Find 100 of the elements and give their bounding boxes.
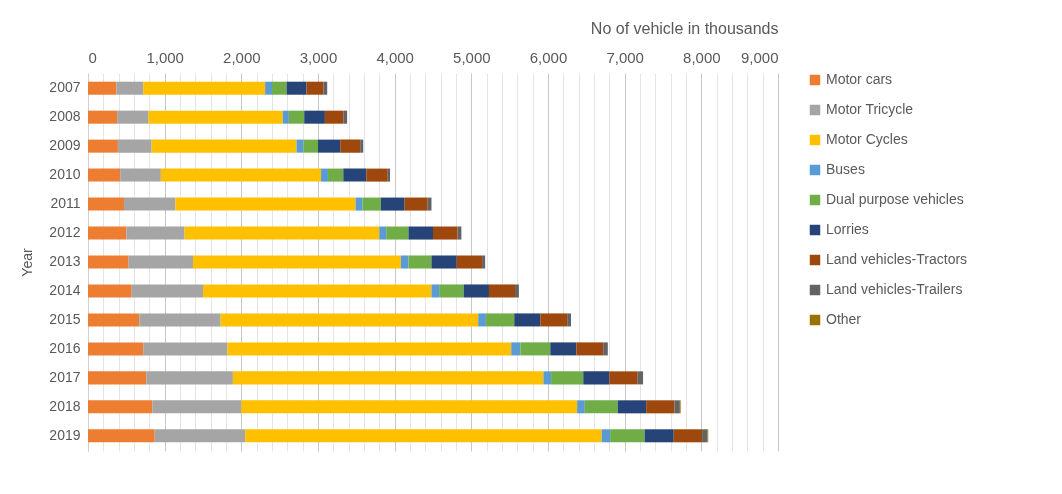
bar <box>576 342 604 356</box>
x-tick-label: 4,000 <box>376 48 414 66</box>
bar <box>303 139 318 153</box>
x-tick-label: 8,000 <box>683 48 721 66</box>
legend-label: Motor cars <box>826 71 893 87</box>
bar <box>567 313 571 327</box>
bar <box>88 255 129 269</box>
bar <box>203 284 432 298</box>
bar <box>601 429 611 443</box>
legend-label: Other <box>826 311 862 327</box>
bar <box>610 429 645 443</box>
bar <box>431 284 440 298</box>
bar <box>327 168 344 182</box>
bar <box>439 284 464 298</box>
bar <box>584 400 618 414</box>
bar <box>702 429 708 443</box>
bar <box>463 284 489 298</box>
bar <box>175 197 356 211</box>
bar <box>485 313 515 327</box>
bar <box>431 255 457 269</box>
bar <box>139 313 221 327</box>
bar <box>408 255 432 269</box>
bar <box>324 110 344 124</box>
bar <box>543 371 552 385</box>
legend-label: Buses <box>826 161 865 177</box>
y-tick-label: 2019 <box>49 426 81 443</box>
bar <box>511 342 521 356</box>
bar <box>456 255 483 269</box>
bar <box>603 342 608 356</box>
bar <box>644 429 674 443</box>
bar <box>386 226 409 240</box>
bar <box>241 400 578 414</box>
bar <box>318 139 341 153</box>
bar <box>282 110 289 124</box>
x-tick-label: 1,000 <box>146 48 184 66</box>
bar <box>160 168 322 182</box>
bar <box>265 81 272 95</box>
bar <box>88 284 132 298</box>
bar <box>379 226 387 240</box>
bar <box>124 197 176 211</box>
x-tick-label: 3,000 <box>299 48 338 66</box>
bar <box>143 81 266 95</box>
bar <box>128 255 194 269</box>
bar <box>151 139 297 153</box>
y-tick-label: 2016 <box>49 339 81 356</box>
bar <box>117 110 149 124</box>
legend-label: Land vehicles-Tractors <box>826 251 968 267</box>
y-tick-label: 2018 <box>49 397 81 414</box>
bar <box>146 371 233 385</box>
bar <box>88 371 147 385</box>
y-axis-title: Year <box>19 248 36 277</box>
bar <box>360 139 364 153</box>
bar <box>152 400 242 414</box>
y-tick-label: 2015 <box>49 310 81 327</box>
x-tick-label: 2,000 <box>223 48 261 66</box>
legend-label: Motor Cycles <box>826 131 908 147</box>
bar <box>673 429 703 443</box>
bar <box>488 284 516 298</box>
legend-label: Land vehicles-Trailers <box>826 281 963 297</box>
bar <box>551 371 584 385</box>
bar <box>227 342 512 356</box>
bar <box>193 255 401 269</box>
y-tick-label: 2011 <box>50 195 81 212</box>
bar <box>343 110 348 124</box>
bar <box>515 284 519 298</box>
y-tick-label: 2012 <box>49 224 81 241</box>
y-tick-label: 2017 <box>49 368 81 385</box>
bar <box>609 371 638 385</box>
bar <box>88 197 125 211</box>
bar <box>232 371 544 385</box>
bar <box>143 342 228 356</box>
y-tick-label: 2013 <box>49 253 81 269</box>
bar <box>478 313 486 327</box>
bar <box>362 197 381 211</box>
bar <box>286 81 307 95</box>
bar <box>583 371 610 385</box>
bar <box>88 342 144 356</box>
bar <box>674 400 680 414</box>
bar <box>577 400 585 414</box>
bar <box>88 400 153 414</box>
bar <box>88 226 127 240</box>
bar <box>482 255 486 269</box>
bar <box>126 226 185 240</box>
bar <box>272 81 287 95</box>
bar <box>323 81 328 95</box>
bar <box>88 110 118 124</box>
bar <box>540 313 568 327</box>
bar <box>408 226 433 240</box>
bar <box>343 168 367 182</box>
bar <box>88 81 117 95</box>
bar <box>380 197 405 211</box>
bar <box>154 429 246 443</box>
bar <box>400 255 409 269</box>
x-tick-label: 6,000 <box>529 48 568 66</box>
bar <box>617 400 647 414</box>
x-tick-label: 0 <box>88 48 97 66</box>
legend-label: Dual purpose vehicles <box>826 191 964 207</box>
legend-label: Motor Tricycle <box>826 101 914 117</box>
bar <box>88 168 121 182</box>
bar <box>366 168 388 182</box>
